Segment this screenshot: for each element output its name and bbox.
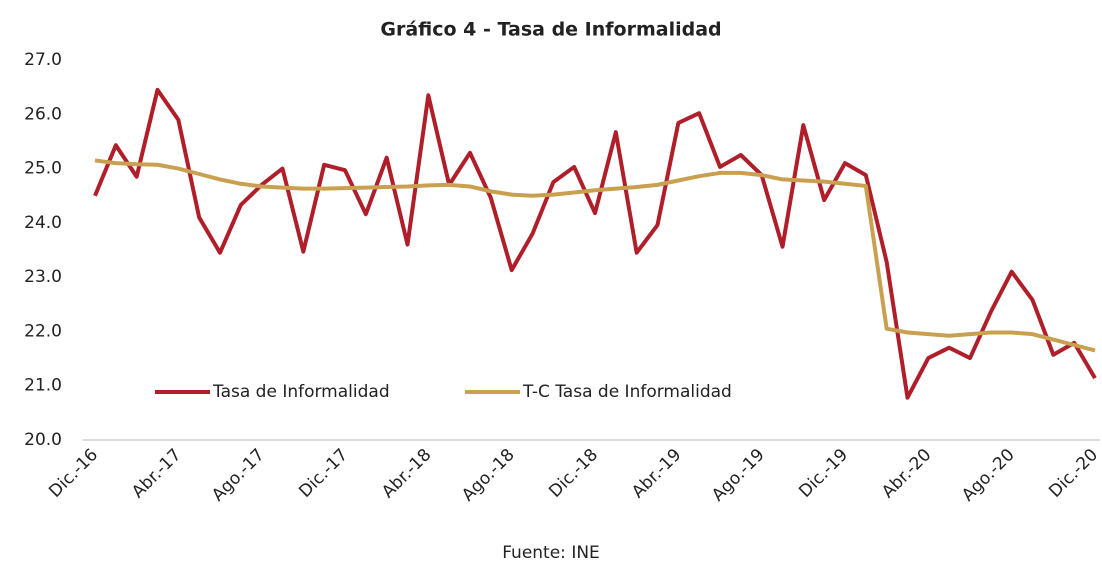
y-tick-label: 26.0 (24, 104, 62, 124)
x-tick-label: Dic.-19 (795, 445, 852, 502)
data-line (94, 158, 1096, 353)
x-tick-label: Abr.-18 (378, 445, 435, 502)
x-tick-label: Ago.-18 (458, 445, 519, 506)
x-tick-label: Dic.-17 (295, 445, 352, 502)
x-tick-label: Abr.-20 (878, 445, 935, 502)
y-tick-label: 23.0 (24, 267, 62, 287)
y-tick-label: 27.0 (24, 50, 62, 70)
x-tick-label: Dic.-20 (1045, 445, 1102, 502)
x-tick-label: Abr.-19 (628, 445, 685, 502)
x-tick-label: Ago.-19 (708, 445, 769, 506)
chart-title: Gráfico 4 - Tasa de Informalidad (380, 19, 721, 41)
y-tick-label: 22.0 (24, 321, 62, 341)
legend-label: Tasa de Informalidad (212, 382, 390, 402)
y-tick-label: 21.0 (24, 376, 62, 396)
x-tick-label: Dic.-18 (545, 445, 602, 502)
y-tick-label: 24.0 (24, 213, 62, 233)
y-tick-label: 20.0 (24, 430, 62, 450)
x-tick-label: Dic.-16 (45, 445, 102, 502)
legend-label: T-C Tasa de Informalidad (522, 382, 732, 402)
x-tick-label: Ago.-20 (958, 445, 1019, 506)
x-tick-label: Ago.-17 (208, 445, 269, 506)
data-line (93, 87, 1097, 400)
x-tick-label: Abr.-17 (128, 445, 185, 502)
source-note: Fuente: INE (502, 543, 600, 563)
y-tick-label: 25.0 (24, 159, 62, 179)
